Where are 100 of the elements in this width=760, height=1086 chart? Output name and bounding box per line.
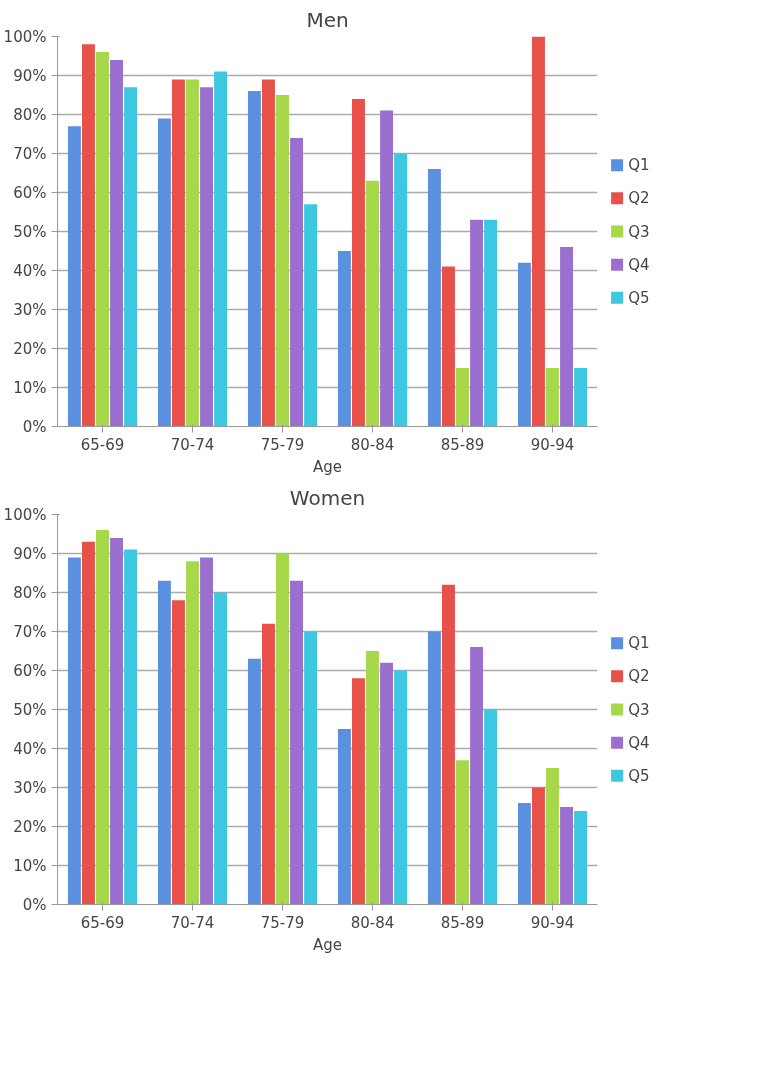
x-tick-label: 65-69	[80, 913, 125, 932]
y-tick-label: 0%	[22, 895, 47, 914]
bar	[96, 530, 109, 905]
y-tick-label: 50%	[13, 222, 47, 241]
bar	[214, 71, 228, 427]
x-tick-label: 75-79	[260, 435, 305, 454]
bar	[352, 678, 365, 905]
x-tick-label: 80-84	[350, 435, 395, 454]
bar	[442, 266, 455, 427]
x-tick-label: 80-84	[350, 913, 395, 932]
y-tick-label: 0%	[22, 417, 47, 436]
bar	[560, 807, 573, 905]
chart-title: Men	[306, 7, 349, 32]
legend-label: Q2	[628, 189, 650, 208]
y-tick-label: 20%	[13, 339, 47, 358]
y-tick-label: 30%	[13, 300, 47, 319]
legend-label: Q1	[628, 156, 650, 175]
bar	[124, 87, 138, 427]
bar	[96, 52, 109, 427]
bar	[366, 180, 379, 427]
bar	[517, 262, 531, 427]
bar	[157, 580, 171, 905]
bar	[484, 219, 498, 427]
bar	[560, 247, 573, 427]
bar	[214, 592, 228, 905]
bar	[366, 651, 379, 905]
bar	[186, 561, 199, 905]
bar	[262, 623, 275, 905]
bar	[574, 810, 588, 905]
x-tick-label: 85-89	[440, 913, 485, 932]
y-tick-label: 100%	[3, 505, 47, 524]
y-tick-label: 90%	[13, 544, 47, 563]
y-tick-label: 60%	[13, 183, 47, 202]
y-tick-label: 90%	[13, 66, 47, 85]
y-tick-label: 30%	[13, 778, 47, 797]
bar	[172, 79, 185, 427]
x-tick-label: 90-94	[530, 435, 575, 454]
x-tick-label: 65-69	[80, 435, 125, 454]
y-tick-label: 70%	[13, 622, 47, 641]
bar	[247, 658, 261, 905]
legend-label: Q5	[628, 288, 650, 307]
bar	[290, 137, 303, 427]
bar	[82, 541, 95, 905]
bar	[484, 709, 498, 905]
bar	[337, 251, 351, 427]
legend-label: Q4	[628, 733, 650, 752]
y-tick-label: 70%	[13, 144, 47, 163]
bar	[456, 368, 469, 427]
bar	[337, 729, 351, 905]
bar	[380, 110, 393, 427]
legend-label: Q3	[628, 700, 650, 719]
bar	[546, 768, 559, 905]
x-tick-label: 70-74	[170, 913, 215, 932]
legend-label: Q5	[628, 766, 650, 785]
bar	[276, 553, 289, 905]
bar	[290, 580, 303, 905]
y-tick-label: 80%	[13, 105, 47, 124]
bar	[442, 584, 455, 905]
y-tick-label: 10%	[13, 378, 47, 397]
bar	[200, 87, 213, 427]
bar	[172, 600, 185, 905]
bar	[276, 95, 289, 427]
bar	[517, 803, 531, 905]
y-tick-label: 10%	[13, 856, 47, 875]
x-axis-title: Age	[312, 935, 343, 954]
bar	[470, 647, 483, 905]
legend-label: Q4	[628, 255, 650, 274]
bar	[352, 98, 365, 427]
bar	[380, 662, 393, 905]
bar	[470, 219, 483, 427]
legend-label: Q2	[628, 667, 650, 686]
bar	[427, 169, 441, 427]
chart-title: Women	[289, 485, 366, 510]
bar	[110, 59, 123, 427]
bar	[247, 91, 261, 427]
bar	[427, 631, 441, 905]
bar	[157, 118, 171, 427]
x-tick-label: 70-74	[170, 435, 215, 454]
bar	[574, 368, 588, 427]
y-tick-label: 50%	[13, 700, 47, 719]
bar	[304, 204, 318, 427]
legend-label: Q1	[628, 634, 650, 653]
bar	[546, 368, 559, 427]
y-tick-label: 80%	[13, 583, 47, 602]
bar	[532, 36, 545, 427]
bar	[394, 153, 408, 427]
y-tick-label: 60%	[13, 661, 47, 680]
bar	[82, 44, 95, 427]
x-tick-label: 85-89	[440, 435, 485, 454]
x-tick-label: 90-94	[530, 913, 575, 932]
bar	[200, 557, 213, 905]
legend-label: Q3	[628, 222, 650, 241]
x-tick-label: 75-79	[260, 913, 305, 932]
bar	[110, 537, 123, 905]
bar	[124, 549, 138, 905]
bar	[532, 787, 545, 905]
bar	[186, 79, 199, 427]
bar	[394, 670, 408, 905]
x-axis-title: Age	[312, 457, 343, 476]
bar	[67, 126, 81, 427]
